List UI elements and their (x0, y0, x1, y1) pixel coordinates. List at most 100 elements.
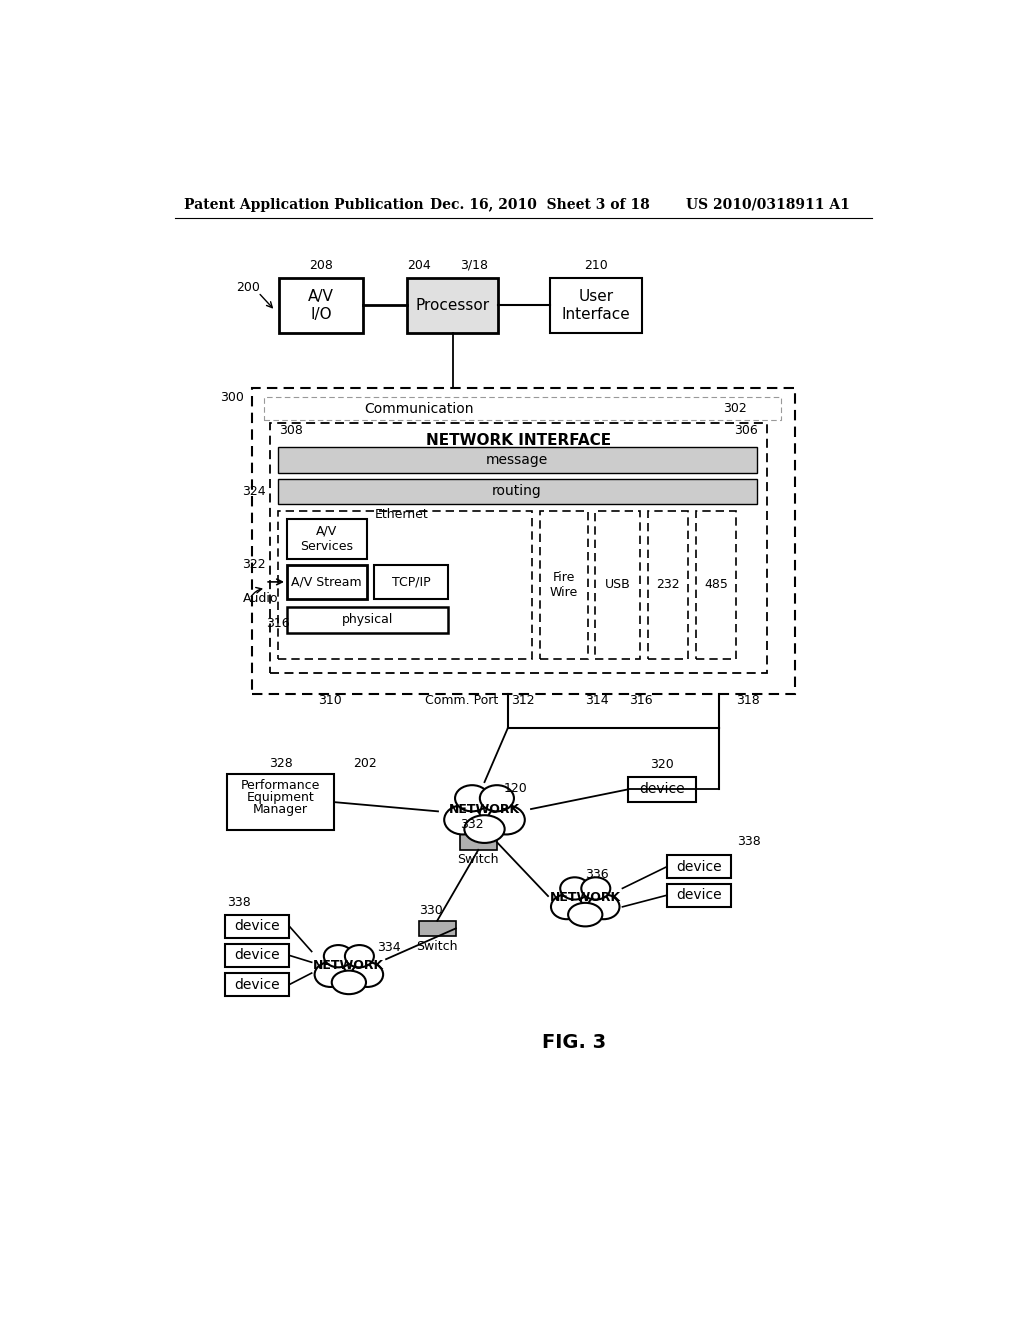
Bar (225, 915, 289, 937)
Text: physical: physical (342, 612, 393, 626)
Text: 310: 310 (317, 694, 341, 708)
Text: Manager: Manager (253, 804, 308, 816)
Text: 314: 314 (585, 694, 608, 708)
Text: device: device (676, 859, 722, 874)
Text: device: device (234, 948, 280, 962)
Ellipse shape (480, 785, 514, 812)
Text: TCP/IP: TCP/IP (392, 576, 430, 589)
Text: 312: 312 (511, 694, 536, 708)
Bar (263, 397, 781, 420)
Ellipse shape (324, 945, 353, 968)
Bar (375, 565, 449, 599)
Bar (280, 277, 362, 333)
Text: USB: USB (605, 578, 631, 591)
Text: 328: 328 (268, 758, 293, 770)
Ellipse shape (444, 805, 481, 834)
Ellipse shape (565, 883, 605, 912)
Text: NETWORK INTERFACE: NETWORK INTERFACE (426, 433, 611, 449)
Ellipse shape (582, 878, 610, 899)
Ellipse shape (461, 792, 509, 826)
Bar (225, 944, 289, 966)
Text: Switch: Switch (417, 940, 458, 953)
Text: Patent Application Publication: Patent Application Publication (183, 198, 424, 211)
Text: A/V
Services: A/V Services (300, 525, 353, 553)
Text: Audio: Audio (243, 593, 279, 606)
Bar (227, 775, 334, 830)
Bar (628, 776, 696, 803)
Ellipse shape (329, 950, 370, 981)
Ellipse shape (314, 962, 346, 987)
Text: 308: 308 (280, 424, 303, 437)
Bar (550, 277, 642, 333)
Text: User
Interface: User Interface (562, 289, 631, 322)
Text: 3/18: 3/18 (461, 259, 488, 272)
Text: message: message (486, 453, 548, 467)
Text: 318: 318 (736, 694, 760, 708)
Bar (419, 921, 456, 936)
Text: routing: routing (493, 484, 542, 499)
Text: 302: 302 (723, 403, 746, 416)
Bar (287, 607, 449, 632)
Bar (540, 511, 588, 659)
Text: device: device (234, 978, 280, 991)
Ellipse shape (345, 945, 374, 968)
Text: Dec. 16, 2010  Sheet 3 of 18: Dec. 16, 2010 Sheet 3 of 18 (430, 198, 650, 211)
Ellipse shape (487, 805, 524, 834)
Text: Communication: Communication (364, 401, 473, 416)
Text: device: device (639, 783, 685, 796)
Text: 210: 210 (585, 259, 608, 272)
Text: 300: 300 (220, 391, 245, 404)
Text: Ethernet: Ethernet (375, 508, 428, 520)
Text: 332: 332 (460, 818, 484, 832)
Ellipse shape (568, 903, 602, 927)
Text: FIG. 3: FIG. 3 (542, 1032, 605, 1052)
Ellipse shape (551, 895, 583, 919)
Text: 306: 306 (734, 424, 758, 437)
Text: NETWORK: NETWORK (313, 958, 384, 972)
Text: 204: 204 (407, 259, 430, 272)
Text: device: device (234, 919, 280, 933)
Text: 338: 338 (737, 834, 761, 847)
Bar (278, 447, 757, 473)
Text: Performance: Performance (241, 779, 321, 792)
Bar (287, 565, 367, 599)
Text: 120: 120 (504, 781, 527, 795)
Bar (278, 479, 757, 504)
Text: Switch: Switch (458, 853, 499, 866)
Bar (225, 973, 289, 997)
Text: 320: 320 (650, 758, 674, 771)
Bar (667, 855, 731, 878)
Bar (460, 834, 497, 850)
Bar (407, 277, 499, 333)
Text: A/V
I/O: A/V I/O (308, 289, 334, 322)
Bar (648, 511, 688, 659)
Bar (667, 884, 731, 907)
Text: device: device (676, 888, 722, 903)
Text: 334: 334 (378, 941, 401, 954)
Text: 338: 338 (227, 896, 251, 908)
Ellipse shape (351, 962, 383, 987)
Text: A/V Stream: A/V Stream (292, 576, 362, 589)
Ellipse shape (332, 970, 366, 994)
Ellipse shape (455, 785, 489, 812)
Ellipse shape (464, 816, 505, 843)
Bar (595, 511, 640, 659)
Text: 202: 202 (353, 758, 377, 770)
Bar (696, 511, 736, 659)
Text: US 2010/0318911 A1: US 2010/0318911 A1 (686, 198, 850, 211)
Text: NETWORK: NETWORK (449, 803, 520, 816)
Text: Fire
Wire: Fire Wire (550, 572, 578, 599)
Text: 200: 200 (237, 281, 260, 294)
Ellipse shape (588, 895, 620, 919)
Text: 232: 232 (656, 578, 680, 591)
Text: Equipment: Equipment (247, 791, 314, 804)
Text: 316: 316 (266, 616, 290, 630)
Text: 316: 316 (629, 694, 653, 708)
Bar (252, 388, 795, 694)
Text: NETWORK: NETWORK (550, 891, 621, 904)
Text: Comm. Port: Comm. Port (425, 694, 498, 708)
Ellipse shape (560, 878, 589, 899)
Bar (270, 422, 767, 673)
Text: 330: 330 (419, 904, 443, 917)
Text: 336: 336 (585, 869, 608, 880)
